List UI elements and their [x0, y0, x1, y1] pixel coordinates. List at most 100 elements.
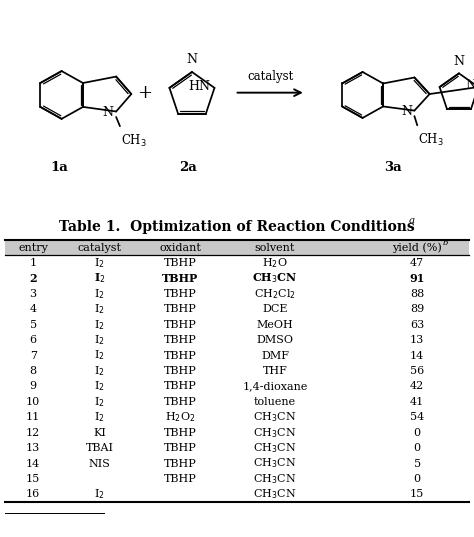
Text: I$_2$: I$_2$ [94, 256, 105, 270]
Text: 0: 0 [413, 443, 421, 453]
Text: I$_2$: I$_2$ [94, 302, 105, 316]
Text: TBAI: TBAI [85, 443, 114, 453]
Text: HN: HN [189, 79, 211, 92]
Text: I$_2$: I$_2$ [94, 333, 105, 347]
Text: 54: 54 [410, 412, 424, 422]
Text: TBHP: TBHP [164, 443, 197, 453]
Text: N: N [186, 54, 198, 67]
Text: 5: 5 [413, 459, 421, 469]
Text: yield (%): yield (%) [392, 242, 442, 253]
Text: 9: 9 [29, 381, 37, 391]
Text: 4: 4 [29, 304, 37, 314]
Text: CH$_3$CN: CH$_3$CN [253, 426, 297, 440]
Text: 5: 5 [29, 320, 37, 330]
Text: TBHP: TBHP [164, 474, 197, 484]
Text: solvent: solvent [255, 243, 295, 252]
Text: N: N [454, 55, 465, 68]
Text: 15: 15 [410, 489, 424, 499]
Text: toluene: toluene [254, 397, 296, 407]
Text: 1,4-dioxane: 1,4-dioxane [242, 381, 308, 391]
Text: 8: 8 [29, 366, 37, 376]
Text: 2: 2 [29, 273, 37, 284]
Text: 16: 16 [26, 489, 40, 499]
Text: 11: 11 [26, 412, 40, 422]
Text: N: N [103, 106, 114, 119]
Text: KI: KI [93, 427, 106, 438]
Text: TBHP: TBHP [164, 320, 197, 330]
Text: CH$_3$CN: CH$_3$CN [253, 456, 297, 470]
Text: I$_2$: I$_2$ [94, 410, 105, 424]
Text: TBHP: TBHP [164, 397, 197, 407]
Text: TBHP: TBHP [164, 366, 197, 376]
Text: I$_2$: I$_2$ [94, 395, 105, 409]
Text: 1: 1 [29, 258, 37, 268]
Text: N: N [465, 79, 474, 92]
Text: 10: 10 [26, 397, 40, 407]
Text: I$_2$: I$_2$ [94, 272, 105, 285]
Text: oxidant: oxidant [159, 243, 201, 252]
Text: TBHP: TBHP [164, 459, 197, 469]
Text: catalyst: catalyst [247, 70, 293, 83]
Text: I$_2$: I$_2$ [94, 380, 105, 393]
Text: +: + [137, 84, 152, 101]
Text: 0: 0 [413, 427, 421, 438]
Text: TBHP: TBHP [164, 258, 197, 268]
Text: 3: 3 [29, 289, 37, 299]
Text: TBHP: TBHP [164, 289, 197, 299]
Bar [5, 240, 469, 255]
Text: I$_2$: I$_2$ [94, 364, 105, 378]
Text: catalyst: catalyst [78, 243, 121, 252]
Text: CH$_3$CN: CH$_3$CN [253, 488, 297, 502]
Text: TBHP: TBHP [164, 335, 197, 345]
Text: H$_2$O$_2$: H$_2$O$_2$ [165, 410, 195, 424]
Text: a: a [409, 216, 415, 225]
Text: DMSO: DMSO [256, 335, 293, 345]
Text: CH$_3$CN: CH$_3$CN [253, 441, 297, 455]
Text: DCE: DCE [262, 304, 288, 314]
Text: 13: 13 [26, 443, 40, 453]
Text: 47: 47 [410, 258, 424, 268]
Text: Table 1.  Optimization of Reaction Conditions: Table 1. Optimization of Reaction Condit… [59, 220, 415, 234]
Text: 56: 56 [410, 366, 424, 376]
Text: I$_2$: I$_2$ [94, 349, 105, 362]
Text: THF: THF [263, 366, 287, 376]
Text: 63: 63 [410, 320, 424, 330]
Text: N: N [401, 105, 412, 118]
Text: I$_2$: I$_2$ [94, 287, 105, 301]
Text: 0: 0 [413, 474, 421, 484]
Text: b: b [442, 240, 447, 247]
Text: 7: 7 [30, 351, 36, 360]
Text: CH$_3$CN: CH$_3$CN [253, 472, 297, 486]
Text: TBHP: TBHP [162, 273, 198, 284]
Text: 3a: 3a [384, 162, 402, 175]
Text: 14: 14 [26, 459, 40, 469]
Text: 42: 42 [410, 381, 424, 391]
Text: 12: 12 [26, 427, 40, 438]
Text: 1a: 1a [50, 162, 68, 175]
Text: CH$_3$CN: CH$_3$CN [252, 272, 298, 285]
Text: DMF: DMF [261, 351, 289, 360]
Text: I$_2$: I$_2$ [94, 488, 105, 502]
Text: CH$_2$Cl$_2$: CH$_2$Cl$_2$ [254, 287, 296, 301]
Text: TBHP: TBHP [164, 351, 197, 360]
Text: 89: 89 [410, 304, 424, 314]
Text: 88: 88 [410, 289, 424, 299]
Text: 91: 91 [410, 273, 425, 284]
Text: TBHP: TBHP [164, 427, 197, 438]
Text: CH$_3$: CH$_3$ [418, 132, 444, 148]
Text: TBHP: TBHP [164, 304, 197, 314]
Text: 2a: 2a [179, 162, 197, 175]
Text: entry: entry [18, 243, 48, 252]
Text: 6: 6 [29, 335, 37, 345]
Text: CH$_3$CN: CH$_3$CN [253, 410, 297, 424]
Text: H$_2$O: H$_2$O [262, 256, 288, 270]
Text: MeOH: MeOH [256, 320, 293, 330]
Text: 41: 41 [410, 397, 424, 407]
Text: 14: 14 [410, 351, 424, 360]
Text: TBHP: TBHP [164, 381, 197, 391]
Text: CH$_3$: CH$_3$ [121, 133, 147, 149]
Text: I$_2$: I$_2$ [94, 318, 105, 332]
Text: 15: 15 [26, 474, 40, 484]
Text: 13: 13 [410, 335, 424, 345]
Text: NIS: NIS [89, 459, 110, 469]
